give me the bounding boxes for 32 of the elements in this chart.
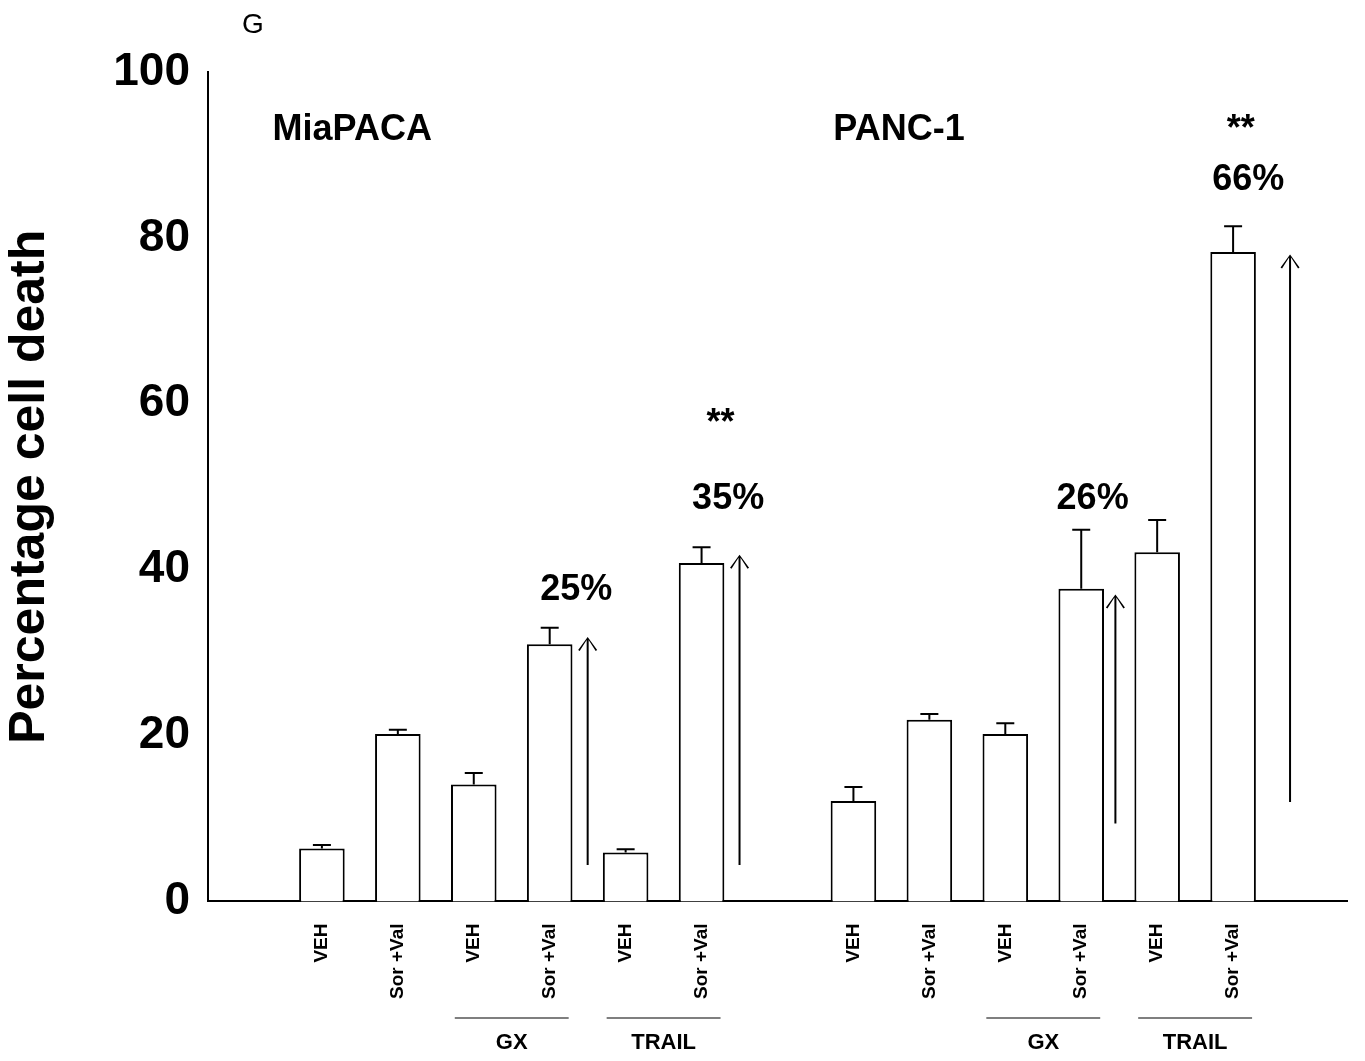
text: TRAIL [631, 1029, 696, 1055]
text: GX [1027, 1029, 1060, 1055]
x-tick-label: Sor +Val [537, 923, 559, 1000]
x-tick-label: VEH [462, 923, 483, 963]
annotation: 66% [1212, 156, 1285, 198]
annotation: MiaPACA [272, 106, 432, 148]
y-tick-label: 80 [138, 208, 190, 261]
annotation: PANC-1 [833, 106, 965, 148]
y-tick-label: 0 [164, 872, 190, 925]
x-tick-label: Sor +Val [1221, 923, 1243, 1000]
annotation: 35% [692, 476, 765, 518]
x-tick-label: Sor +Val [1069, 923, 1091, 1000]
y-tick-label: 100 [113, 42, 190, 95]
x-tick-label: VEH [613, 923, 635, 963]
y-tick-label: 40 [138, 540, 190, 593]
annotation: ** [706, 401, 735, 443]
x-tick-label: VEH [841, 923, 863, 963]
x-tick-label: VEH [310, 923, 332, 963]
annotation: 26% [1056, 476, 1129, 518]
x-tick-label: VEH [1145, 923, 1167, 963]
y-axis-title: Percentage cell death [0, 229, 55, 744]
x-tick-label: Sor +Val [386, 923, 408, 1000]
annotation: 25% [540, 567, 613, 609]
x-tick-label: VEH [993, 923, 1015, 963]
x-tick-label: Sor +Val [917, 923, 939, 1000]
x-tick-label: Sor +Val [689, 923, 711, 1000]
y-tick-label: 60 [138, 374, 190, 427]
text: GX [495, 1029, 528, 1055]
text: G [242, 7, 264, 39]
text: TRAIL [1162, 1029, 1228, 1055]
annotation: ** [1226, 106, 1255, 148]
y-tick-label: 20 [138, 706, 190, 759]
